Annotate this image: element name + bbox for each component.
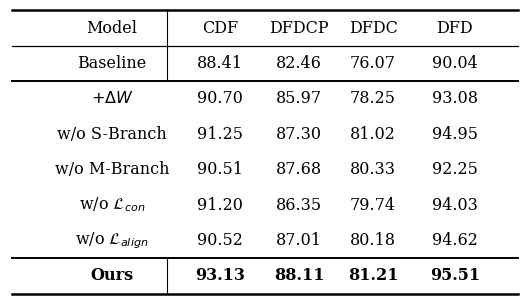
Text: 79.74: 79.74	[350, 197, 396, 214]
Text: 91.25: 91.25	[197, 126, 243, 143]
Text: w/o $\mathcal{L}_{align}$: w/o $\mathcal{L}_{align}$	[75, 230, 149, 251]
Text: DFDCP: DFDCP	[269, 20, 329, 36]
Text: 87.30: 87.30	[276, 126, 322, 143]
Text: 78.25: 78.25	[350, 90, 396, 107]
Text: CDF: CDF	[202, 20, 238, 36]
Text: 95.51: 95.51	[430, 268, 480, 284]
Text: 91.20: 91.20	[197, 197, 243, 214]
Text: 94.95: 94.95	[432, 126, 478, 143]
Text: 93.13: 93.13	[195, 268, 245, 284]
Text: 93.08: 93.08	[432, 90, 478, 107]
Text: 90.51: 90.51	[197, 161, 243, 178]
Text: 86.35: 86.35	[276, 197, 322, 214]
Text: 92.25: 92.25	[432, 161, 478, 178]
Text: 88.11: 88.11	[274, 268, 324, 284]
Text: 80.33: 80.33	[350, 161, 396, 178]
Text: w/o M-Branch: w/o M-Branch	[55, 161, 170, 178]
Text: Baseline: Baseline	[77, 55, 147, 72]
Text: DFDC: DFDC	[349, 20, 398, 36]
Text: 90.70: 90.70	[197, 90, 243, 107]
Text: DFD: DFD	[437, 20, 473, 36]
Text: w/o $\mathcal{L}_{con}$: w/o $\mathcal{L}_{con}$	[79, 196, 145, 214]
Text: $+\Delta W$: $+\Delta W$	[91, 90, 134, 107]
Text: 90.04: 90.04	[432, 55, 478, 72]
Text: 87.01: 87.01	[276, 232, 322, 249]
Text: 94.03: 94.03	[432, 197, 478, 214]
Text: 80.18: 80.18	[350, 232, 396, 249]
Text: 82.46: 82.46	[276, 55, 322, 72]
Text: 85.97: 85.97	[276, 90, 322, 107]
Text: w/o S-Branch: w/o S-Branch	[57, 126, 167, 143]
Text: 87.68: 87.68	[276, 161, 322, 178]
Text: Model: Model	[86, 20, 138, 36]
Text: 94.62: 94.62	[432, 232, 478, 249]
Text: Ours: Ours	[91, 268, 134, 284]
Text: 76.07: 76.07	[350, 55, 396, 72]
Text: 90.52: 90.52	[197, 232, 243, 249]
Text: 88.41: 88.41	[197, 55, 243, 72]
Text: 81.02: 81.02	[350, 126, 396, 143]
Text: 81.21: 81.21	[348, 268, 399, 284]
